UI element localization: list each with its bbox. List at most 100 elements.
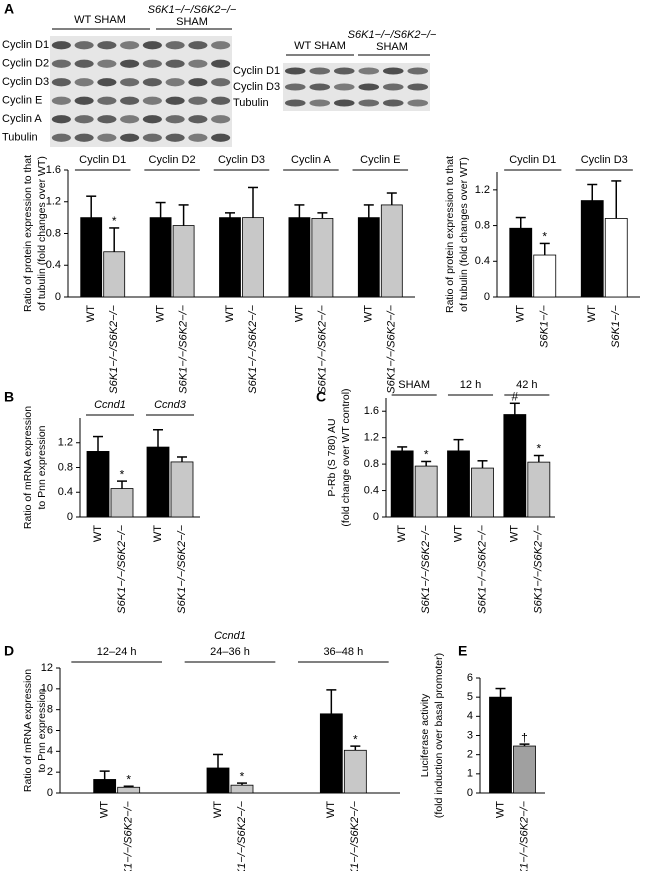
y-axis-label: Ratio of mRNA expression — [22, 669, 34, 792]
blot-column-label: WT SHAM — [74, 14, 126, 26]
error-bar — [93, 435, 103, 452]
error-bar — [155, 201, 166, 218]
blot-band — [211, 41, 231, 50]
x-tick-label: WT — [293, 305, 305, 322]
blot — [50, 36, 232, 147]
x-tick-label: WT — [85, 305, 97, 322]
y-axis-label: Ratio of protein expression to that — [444, 156, 456, 313]
group-label: Cyclin D1 — [509, 154, 556, 166]
blot-band — [382, 83, 404, 91]
blot-band — [309, 83, 331, 91]
error-bar — [421, 460, 432, 467]
chart-subtitle: Ccnd1 — [214, 630, 246, 642]
x-tick-label: S6K1−/−/S6K2−/− — [386, 304, 398, 393]
blot-band — [97, 115, 117, 124]
error-bar — [294, 204, 305, 218]
error-bar — [587, 183, 598, 201]
bar — [390, 450, 414, 518]
error-bar — [363, 204, 374, 218]
blot-band — [165, 41, 185, 50]
group-label: SHAM — [398, 379, 430, 391]
blot-row-label: Cyclin D3 — [233, 81, 280, 93]
error-bar — [509, 402, 520, 415]
blot-band — [51, 59, 71, 68]
y-tick-label: 0.4 — [475, 255, 490, 267]
blot-band — [97, 133, 117, 142]
bar — [357, 217, 380, 298]
bar — [86, 451, 110, 518]
blot-band — [382, 67, 404, 75]
blot-band — [407, 67, 429, 75]
group-label: 12–24 h — [97, 646, 137, 658]
blot-row-label: Tubulin — [233, 97, 269, 109]
blot-band — [284, 67, 306, 75]
error-bar — [611, 180, 622, 219]
panel-label: C — [316, 389, 326, 405]
blot-band — [188, 41, 208, 50]
y-tick-label: 2 — [47, 766, 53, 778]
blot-row-label: Cyclin D1 — [2, 39, 49, 51]
bar — [533, 254, 557, 298]
y-tick-label: 0.4 — [46, 259, 61, 271]
x-tick-label: WT — [494, 801, 506, 818]
blot-band — [51, 115, 71, 124]
blot-band — [165, 96, 185, 105]
x-tick-label: WT — [92, 525, 104, 542]
blot-column-label: SHAM — [176, 16, 208, 28]
panel-label: E — [458, 643, 467, 659]
bar — [172, 225, 195, 298]
y-tick-label: 0.8 — [46, 227, 61, 239]
blot-band — [165, 78, 185, 87]
blot-column-label: S6K1−/−/S6K2−/− — [348, 29, 437, 41]
blot-band — [188, 78, 208, 87]
error-bar — [317, 212, 328, 219]
y-tick-label: 1 — [467, 768, 473, 780]
blot-band — [211, 59, 231, 68]
error-bar — [515, 216, 526, 229]
blot-row-label: Cyclin D3 — [2, 76, 49, 88]
blot-band — [284, 99, 306, 107]
y-axis-label: P-Rb (S 780) AU — [326, 418, 338, 496]
blot-band — [120, 41, 140, 50]
bar — [380, 204, 403, 298]
blot-band — [120, 133, 140, 142]
error-bar — [533, 454, 544, 463]
blot-band — [211, 133, 231, 142]
error-bar — [213, 753, 223, 768]
x-tick-label: S6K1−/−/S6K2−/− — [123, 800, 135, 871]
blot-band — [51, 96, 71, 105]
significance-marker: * — [112, 214, 117, 228]
x-tick-label: WT — [224, 305, 236, 322]
significance-marker: * — [120, 467, 125, 481]
x-tick-label: S6K1−/−/S6K2−/− — [420, 524, 432, 613]
bar — [447, 450, 470, 518]
y-tick-label: 0 — [55, 291, 61, 303]
x-tick-label: WT — [155, 305, 167, 322]
y-tick-label: 1.2 — [58, 437, 73, 449]
y-tick-label: 0.4 — [58, 486, 73, 498]
blot-row-label: Cyclin A — [2, 113, 42, 125]
bar — [117, 786, 141, 794]
y-tick-label: 0.8 — [58, 461, 73, 473]
blot-band — [188, 133, 208, 142]
y-tick-label: 2 — [467, 749, 473, 761]
panel-label: D — [4, 643, 14, 659]
y-axis-label: of tubulin (fold changes over WT) — [36, 156, 48, 311]
bar — [110, 488, 134, 518]
y-axis-label: (fold change over WT control) — [340, 388, 352, 526]
y-tick-label: 8 — [47, 704, 53, 716]
y-tick-label: 0 — [373, 511, 379, 523]
y-axis-label: Luciferase activity — [419, 693, 431, 777]
bar — [206, 767, 230, 794]
error-bar — [178, 204, 189, 226]
group-label: Cyclin D3 — [581, 154, 628, 166]
x-tick-label: WT — [515, 305, 527, 322]
y-axis-label: of tubulin (fold changes over WT) — [458, 157, 470, 312]
group-label: Cyclin D2 — [149, 154, 196, 166]
bar — [527, 461, 551, 518]
y-tick-label: 12 — [41, 662, 53, 674]
blot-band — [165, 59, 185, 68]
group-label: Cyclin A — [291, 154, 331, 166]
y-tick-label: 1.2 — [46, 196, 61, 208]
error-bar — [225, 212, 235, 218]
